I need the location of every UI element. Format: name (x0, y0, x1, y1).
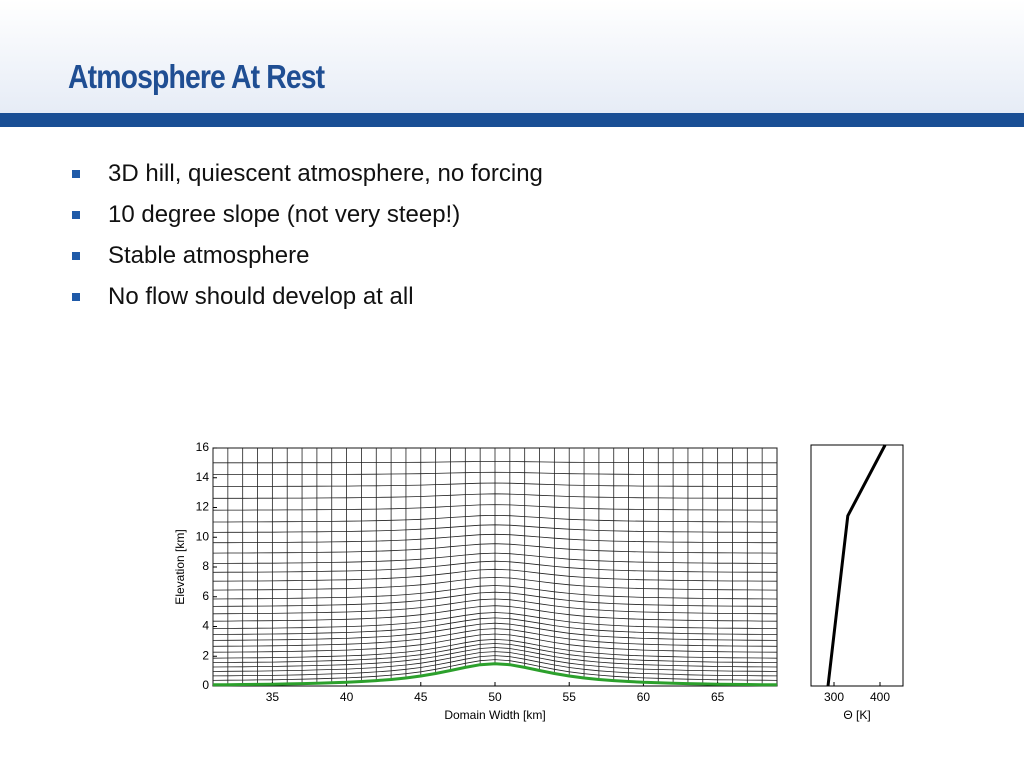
y-tick-label: 10 (196, 529, 210, 543)
data-line (212, 662, 778, 687)
y-tick-label: 2 (202, 648, 209, 662)
mesh-level (213, 552, 777, 564)
x-tick-label: 300 (824, 690, 844, 704)
mesh-level (212, 633, 778, 653)
mesh-level (212, 643, 778, 663)
x-tick-label: 65 (711, 690, 725, 704)
x-axis-label: Θ [K] (843, 708, 870, 722)
x-tick-label: 50 (488, 690, 502, 704)
bullet-text: No flow should develop at all (108, 283, 414, 310)
x-tick-label: 400 (870, 690, 890, 704)
mesh-level (212, 560, 778, 573)
mesh-level (212, 628, 778, 647)
x-axis-label: Domain Width [km] (444, 708, 545, 722)
mesh-level (212, 504, 778, 511)
mesh-level (213, 514, 777, 523)
bullet-marker (72, 211, 80, 219)
mesh-level (212, 617, 778, 635)
bullet-marker (72, 170, 80, 178)
bullet-marker (72, 293, 80, 301)
header-band (0, 0, 1024, 113)
mesh-level (212, 647, 778, 668)
x-tick-label: 55 (563, 690, 577, 704)
mesh-level (212, 622, 778, 641)
y-tick-label: 12 (196, 500, 210, 514)
mesh-level (213, 461, 777, 464)
mesh-level (212, 605, 778, 622)
mesh-level (212, 612, 778, 629)
mesh-level (213, 471, 777, 476)
mesh-level (212, 568, 778, 582)
mesh-level (212, 659, 778, 681)
bullet-marker (72, 252, 80, 260)
x-tick-label: 45 (414, 690, 428, 704)
mesh-level (212, 655, 778, 677)
mesh-level (213, 493, 777, 499)
mesh-level (213, 482, 777, 487)
y-axis-label: Elevation [km] (173, 529, 187, 604)
mesh-level (212, 576, 778, 591)
data-line (826, 444, 887, 687)
x-tick-label: 60 (637, 690, 651, 704)
y-tick-label: 14 (196, 470, 210, 484)
bullet-text: 3D hill, quiescent atmosphere, no forcin… (108, 160, 543, 187)
mesh-level (212, 638, 778, 659)
bullet-text: 10 degree slope (not very steep!) (108, 201, 461, 228)
bullet-text: Stable atmosphere (108, 242, 310, 269)
mesh-level (212, 651, 778, 672)
mesh-level (212, 598, 778, 615)
mesh-level (212, 543, 778, 554)
header-bar (0, 113, 1024, 127)
plot-frame (810, 444, 904, 687)
y-tick-label: 4 (202, 619, 209, 633)
mesh-level (212, 585, 778, 600)
y-tick-label: 8 (202, 559, 209, 573)
mesh-level (213, 533, 777, 544)
y-tick-label: 0 (202, 678, 209, 692)
mesh-level (212, 591, 778, 607)
x-tick-label: 40 (340, 690, 354, 704)
slide-title: Atmosphere At Rest (68, 58, 325, 95)
x-tick-label: 35 (266, 690, 280, 704)
mesh-level (212, 524, 778, 533)
y-tick-label: 6 (202, 589, 209, 603)
y-tick-label: 16 (196, 440, 210, 454)
